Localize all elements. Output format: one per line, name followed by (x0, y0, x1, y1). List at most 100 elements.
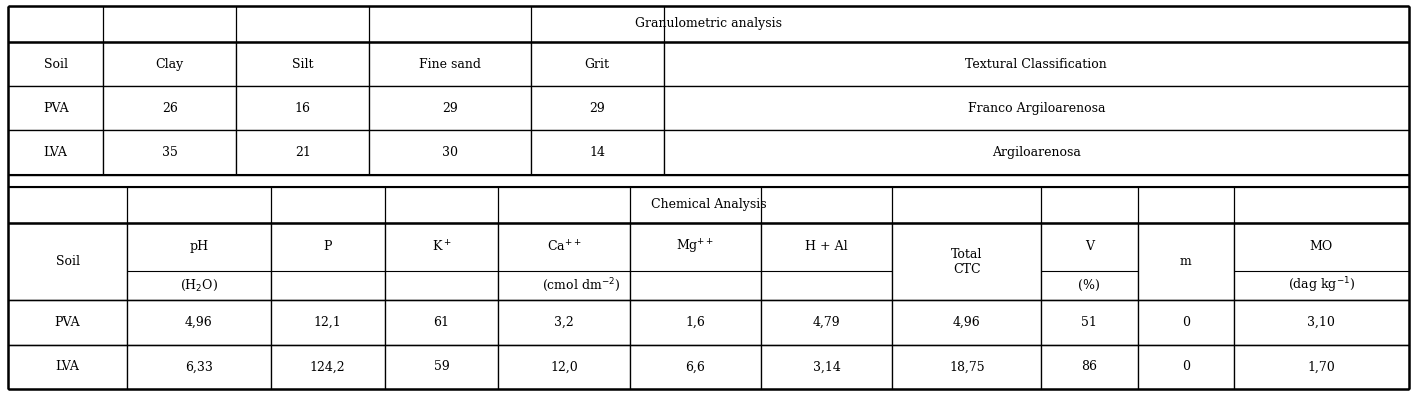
Bar (761, 301, 893, 345)
Text: Ca$^{++}$: Ca$^{++}$ (547, 239, 581, 254)
Text: 4,79: 4,79 (813, 316, 840, 329)
Bar (9, 187, 1408, 223)
Bar (9, 223, 128, 301)
Bar (271, 301, 384, 345)
Text: 6,6: 6,6 (686, 360, 706, 373)
Bar (1041, 301, 1138, 345)
Text: 18,75: 18,75 (949, 360, 985, 373)
Text: Grit: Grit (585, 58, 609, 71)
Bar (128, 345, 271, 389)
Text: P: P (323, 240, 332, 253)
Text: Franco Argiloarenosa: Franco Argiloarenosa (968, 102, 1105, 115)
Text: 61: 61 (434, 316, 449, 329)
Bar (1041, 223, 1138, 301)
Bar (103, 86, 237, 130)
Text: 4,96: 4,96 (186, 316, 213, 329)
Bar (9, 86, 103, 130)
Text: 30: 30 (442, 146, 458, 159)
Bar (499, 345, 629, 389)
Bar (1234, 345, 1408, 389)
Text: 3,10: 3,10 (1308, 316, 1335, 329)
Text: 14: 14 (589, 146, 605, 159)
Bar (384, 345, 499, 389)
Text: Total
CTC: Total CTC (951, 248, 982, 276)
Text: 6,33: 6,33 (186, 360, 213, 373)
Bar (237, 86, 370, 130)
Text: Chemical Analysis: Chemical Analysis (650, 198, 767, 211)
Bar (893, 301, 1041, 345)
Text: Mg$^{++}$: Mg$^{++}$ (676, 237, 714, 256)
Bar (128, 301, 271, 345)
Bar (663, 42, 1408, 86)
Text: 26: 26 (162, 102, 177, 115)
Text: 12,1: 12,1 (313, 316, 341, 329)
Bar (629, 301, 761, 345)
Text: MO: MO (1309, 240, 1333, 253)
Bar (1138, 301, 1234, 345)
Text: H + Al: H + Al (805, 240, 847, 253)
Text: Soil: Soil (55, 255, 79, 268)
Text: (H$_2$O): (H$_2$O) (180, 278, 218, 293)
Bar (893, 223, 1041, 301)
Bar (1138, 223, 1234, 301)
Bar (663, 86, 1408, 130)
Text: LVA: LVA (44, 146, 68, 159)
Text: PVA: PVA (43, 102, 68, 115)
Text: 3,2: 3,2 (554, 316, 574, 329)
Bar (9, 130, 103, 175)
Bar (271, 223, 384, 301)
Text: V: V (1085, 240, 1094, 253)
Bar (499, 301, 629, 345)
Text: 51: 51 (1081, 316, 1097, 329)
Bar (384, 301, 499, 345)
Bar (530, 86, 663, 130)
Text: (dag kg$^{-1}$): (dag kg$^{-1}$) (1288, 276, 1355, 295)
Bar (893, 345, 1041, 389)
Bar (370, 86, 530, 130)
Text: (%): (%) (1078, 279, 1101, 292)
Text: 29: 29 (442, 102, 458, 115)
Text: pH: pH (190, 240, 208, 253)
Bar (761, 345, 893, 389)
Bar (1234, 301, 1408, 345)
Text: 21: 21 (295, 146, 310, 159)
Text: m: m (1180, 255, 1192, 268)
Bar (237, 130, 370, 175)
Bar (1234, 223, 1408, 301)
Text: 1,6: 1,6 (686, 316, 706, 329)
Bar (237, 42, 370, 86)
Text: 86: 86 (1081, 360, 1097, 373)
Text: Textural Classification: Textural Classification (965, 58, 1107, 71)
Bar (530, 42, 663, 86)
Bar (271, 345, 384, 389)
Bar (9, 301, 128, 345)
Bar (530, 130, 663, 175)
Bar (9, 6, 1408, 42)
Text: 124,2: 124,2 (310, 360, 346, 373)
Bar (103, 42, 237, 86)
Text: Argiloarenosa: Argiloarenosa (992, 146, 1081, 159)
Bar (384, 223, 499, 301)
Bar (499, 223, 629, 301)
Bar (663, 130, 1408, 175)
Bar (761, 223, 893, 301)
Text: (cmol dm$^{-2}$): (cmol dm$^{-2}$) (543, 276, 621, 294)
Bar (1041, 345, 1138, 389)
Text: K$^+$: K$^+$ (432, 239, 451, 254)
Text: 4,96: 4,96 (954, 316, 981, 329)
Text: 12,0: 12,0 (550, 360, 578, 373)
Text: 1,70: 1,70 (1308, 360, 1335, 373)
Text: 35: 35 (162, 146, 177, 159)
Text: 0: 0 (1182, 360, 1190, 373)
Text: 16: 16 (295, 102, 310, 115)
Text: 0: 0 (1182, 316, 1190, 329)
Text: 3,14: 3,14 (813, 360, 840, 373)
Bar (1138, 345, 1234, 389)
Bar (9, 42, 103, 86)
Bar (629, 223, 761, 301)
Text: Granulometric analysis: Granulometric analysis (635, 17, 782, 30)
Bar (629, 345, 761, 389)
Text: Silt: Silt (292, 58, 313, 71)
Text: 59: 59 (434, 360, 449, 373)
Text: Fine sand: Fine sand (419, 58, 480, 71)
